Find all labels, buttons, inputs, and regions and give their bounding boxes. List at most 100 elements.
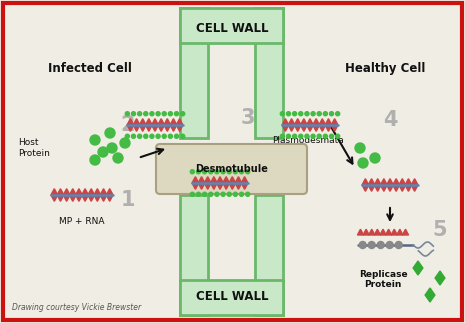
Circle shape (368, 242, 375, 248)
Circle shape (203, 192, 206, 196)
Polygon shape (300, 119, 307, 125)
Circle shape (233, 170, 238, 174)
Circle shape (168, 112, 173, 116)
Circle shape (323, 134, 327, 138)
Circle shape (150, 112, 154, 116)
Polygon shape (386, 185, 393, 191)
Polygon shape (75, 189, 82, 195)
Circle shape (196, 192, 200, 196)
Polygon shape (362, 185, 369, 191)
Polygon shape (411, 179, 418, 185)
Polygon shape (204, 177, 211, 183)
Circle shape (90, 155, 100, 165)
Polygon shape (229, 183, 236, 189)
Text: Desmotubule: Desmotubule (196, 164, 268, 174)
Circle shape (162, 134, 166, 138)
Text: Infected Cell: Infected Cell (48, 61, 132, 75)
Polygon shape (374, 179, 381, 185)
Circle shape (330, 112, 333, 116)
Polygon shape (235, 177, 242, 183)
Circle shape (239, 192, 244, 196)
Circle shape (292, 112, 297, 116)
Polygon shape (176, 119, 183, 125)
Polygon shape (82, 195, 88, 201)
Polygon shape (94, 195, 101, 201)
Circle shape (280, 112, 285, 116)
Circle shape (209, 170, 213, 174)
Polygon shape (133, 125, 140, 131)
Circle shape (120, 138, 130, 148)
Polygon shape (380, 185, 387, 191)
Text: 4: 4 (383, 110, 397, 130)
Bar (180, 8, 283, 43)
Polygon shape (282, 119, 289, 125)
Polygon shape (198, 177, 205, 183)
Polygon shape (88, 189, 94, 195)
Polygon shape (170, 119, 177, 125)
Text: Replicase
Protein: Replicase Protein (359, 270, 407, 289)
Polygon shape (313, 125, 319, 131)
Polygon shape (223, 183, 230, 189)
Circle shape (150, 134, 154, 138)
Circle shape (125, 134, 129, 138)
Bar (180, 8, 208, 138)
Circle shape (227, 192, 231, 196)
Circle shape (174, 112, 179, 116)
Circle shape (239, 170, 244, 174)
Circle shape (190, 192, 194, 196)
Circle shape (125, 112, 129, 116)
Circle shape (105, 128, 115, 138)
Circle shape (196, 170, 200, 174)
Text: 2: 2 (121, 115, 135, 135)
Circle shape (107, 143, 117, 153)
Polygon shape (170, 125, 177, 131)
Circle shape (292, 134, 297, 138)
Circle shape (203, 170, 206, 174)
Polygon shape (140, 125, 146, 131)
Polygon shape (358, 229, 364, 235)
Polygon shape (211, 177, 217, 183)
Circle shape (190, 170, 194, 174)
Text: 5: 5 (433, 220, 447, 240)
Text: 1: 1 (121, 190, 135, 210)
Circle shape (305, 112, 309, 116)
Polygon shape (413, 261, 423, 275)
Polygon shape (211, 183, 217, 189)
Polygon shape (380, 229, 386, 235)
Polygon shape (106, 189, 113, 195)
Polygon shape (288, 125, 295, 131)
Polygon shape (75, 195, 82, 201)
Polygon shape (100, 189, 107, 195)
Polygon shape (51, 189, 58, 195)
Circle shape (215, 170, 219, 174)
Polygon shape (294, 125, 301, 131)
Polygon shape (192, 183, 199, 189)
Polygon shape (146, 125, 152, 131)
Circle shape (162, 112, 166, 116)
Polygon shape (393, 179, 399, 185)
Polygon shape (362, 179, 369, 185)
Circle shape (311, 112, 315, 116)
Circle shape (138, 112, 142, 116)
Circle shape (370, 153, 380, 163)
Polygon shape (374, 185, 381, 191)
Polygon shape (325, 119, 332, 125)
Text: Host
Protein: Host Protein (18, 138, 50, 158)
Polygon shape (399, 179, 405, 185)
Circle shape (358, 158, 368, 168)
Circle shape (90, 135, 100, 145)
Polygon shape (368, 179, 375, 185)
Circle shape (174, 134, 179, 138)
Polygon shape (158, 119, 165, 125)
Polygon shape (386, 179, 393, 185)
Circle shape (209, 192, 213, 196)
Circle shape (299, 134, 303, 138)
Polygon shape (63, 195, 70, 201)
Polygon shape (397, 229, 403, 235)
Circle shape (286, 112, 291, 116)
Polygon shape (176, 125, 183, 131)
Circle shape (233, 192, 238, 196)
Polygon shape (282, 125, 289, 131)
Circle shape (286, 134, 291, 138)
Text: CELL WALL: CELL WALL (196, 22, 268, 35)
